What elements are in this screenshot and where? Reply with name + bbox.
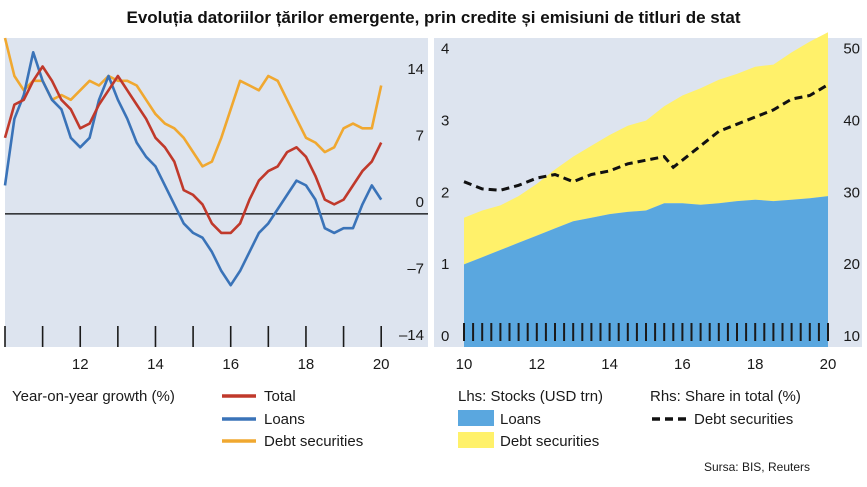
legend-label-loans-growth: Loans xyxy=(264,411,305,428)
series-line-loans xyxy=(3,50,383,287)
legend-heading-share: Rhs: Share in total (%) xyxy=(650,388,801,405)
right-x-tick-label: 20 xyxy=(820,356,837,373)
right-plot-area xyxy=(463,32,829,347)
right-x-tick-label: 14 xyxy=(601,356,618,373)
left-x-tick-label: 12 xyxy=(72,356,89,373)
legend-heading-stocks: Lhs: Stocks (USD trn) xyxy=(458,388,603,405)
right-x-tick-label: 18 xyxy=(747,356,764,373)
left-y-tick-label: –7 xyxy=(407,260,424,277)
left-x-tick-label: 20 xyxy=(373,356,390,373)
left-chart-panel: 12 14 16 18 20 14 7 0 –7 –14 xyxy=(3,37,428,373)
right-x-tick-label: 16 xyxy=(674,356,691,373)
area-debt-securities-stock xyxy=(464,32,828,265)
right-y-tick-label-right: 40 xyxy=(843,112,860,129)
right-y-axis-right: 10 20 30 40 50 xyxy=(843,41,860,345)
area-loans-stock xyxy=(464,196,828,347)
right-y-tick-label-left: 1 xyxy=(441,256,449,273)
left-legend: Year-on-year growth (%) Total Loans Debt… xyxy=(12,388,363,450)
legend-label-loans-stock: Loans xyxy=(500,411,541,428)
legend-label-total: Total xyxy=(264,388,296,405)
series-line-total xyxy=(3,65,383,235)
right-y-tick-label-left: 4 xyxy=(441,41,449,58)
left-y-tick-label: –14 xyxy=(399,327,424,344)
left-x-tick-label: 14 xyxy=(147,356,164,373)
right-legend: Lhs: Stocks (USD trn) Rhs: Share in tota… xyxy=(458,388,801,450)
right-y-tick-label-left: 0 xyxy=(441,328,449,345)
legend-heading-growth: Year-on-year growth (%) xyxy=(12,388,175,405)
chart-title: Evoluția datoriilor țărilor emergente, p… xyxy=(126,8,741,27)
legend-swatch-loans-stock xyxy=(458,410,494,426)
series-line-debt-securities-share xyxy=(463,83,829,192)
right-y-tick-label-right: 50 xyxy=(843,41,860,58)
legend-label-debt-growth: Debt securities xyxy=(264,433,363,450)
right-y-tick-label-right: 10 xyxy=(843,328,860,345)
right-x-tick-label: 12 xyxy=(528,356,545,373)
right-y-tick-label-right: 30 xyxy=(843,184,860,201)
series-line-debt-securities xyxy=(3,37,383,168)
right-y-tick-label-right: 20 xyxy=(843,256,860,273)
left-x-tick-label: 16 xyxy=(222,356,239,373)
left-plot-area xyxy=(3,37,428,287)
left-x-axis: 12 14 16 18 20 xyxy=(4,326,390,373)
legend-swatch-debt-stock xyxy=(458,432,494,448)
legend-label-debt-share: Debt securities xyxy=(694,411,793,428)
right-y-tick-label-left: 2 xyxy=(441,184,449,201)
left-y-axis: 14 7 0 –7 –14 xyxy=(399,61,424,344)
right-x-axis: 10 12 14 16 18 20 xyxy=(456,356,837,373)
left-y-tick-label: 0 xyxy=(416,194,424,211)
left-x-tick-label: 18 xyxy=(298,356,315,373)
right-y-tick-label-left: 3 xyxy=(441,112,449,129)
source-note: Sursa: BIS, Reuters xyxy=(704,460,810,474)
left-chart-background xyxy=(5,38,428,347)
left-y-tick-label: 7 xyxy=(416,127,424,144)
right-y-axis-left: 0 1 2 3 4 xyxy=(441,41,449,345)
right-x-tick-label: 10 xyxy=(456,356,473,373)
left-y-tick-label: 14 xyxy=(407,61,424,78)
legend-label-debt-stock: Debt securities xyxy=(500,433,599,450)
